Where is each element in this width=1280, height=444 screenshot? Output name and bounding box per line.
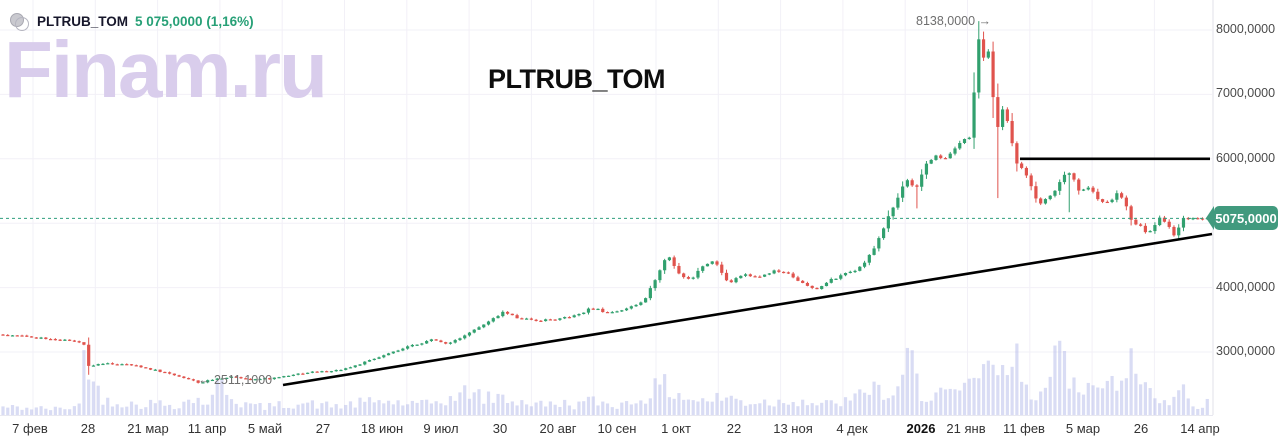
time-axis-label: 28: [80, 421, 96, 436]
time-axis-label: 5 май: [247, 421, 283, 436]
price-axis-label: 7000,0000: [1216, 86, 1276, 101]
instrument-ticker: PLTRUB_TOM: [37, 14, 128, 29]
time-axis-label: 11 фев: [1003, 421, 1045, 436]
chart-title: PLTRUB_TOM: [488, 64, 666, 94]
time-axis-label: 4 дек: [836, 421, 868, 436]
time-axis-label: 22: [726, 421, 742, 436]
price-axis-label: 6000,0000: [1216, 150, 1276, 165]
instrument-legend[interactable]: PLTRUB_TOM 5 075,0000 (1,16%): [10, 13, 254, 31]
instrument-quote: 5 075,0000 (1,16%): [135, 14, 254, 29]
low-price-annotation: ← 2511,1000: [198, 373, 273, 387]
time-axis-label: 9 июл: [423, 421, 459, 436]
time-axis-label: 13 ноя: [773, 421, 813, 436]
time-axis-label: 26: [1133, 421, 1149, 436]
time-axis-label: 21 янв: [946, 421, 986, 436]
time-axis-label: 20 авг: [539, 421, 577, 436]
time-axis-label: 14 апр: [1180, 421, 1220, 436]
time-axis-label: 7 фев: [12, 421, 48, 436]
finam-watermark: Finam.ru: [4, 25, 328, 114]
price-axis-label: 8000,0000: [1216, 22, 1276, 36]
time-axis-label: 11 апр: [187, 421, 227, 436]
ru-flag-coin-icon: [10, 13, 30, 31]
high-price-annotation: 8138,0000 →: [916, 14, 992, 28]
time-axis-label: 1 окт: [661, 421, 691, 436]
price-axis-label: 4000,0000: [1216, 279, 1276, 294]
time-axis-label: 5 мар: [1065, 421, 1101, 436]
support-trendline: [282, 232, 1213, 387]
price-axis-label: 3000,0000: [1216, 344, 1276, 358]
last-price-tag: 5075,0000: [1206, 206, 1278, 230]
time-axis-label: 2026: [906, 421, 936, 436]
time-axis-label: 30: [492, 421, 508, 436]
time-axis-label: 18 июн: [360, 421, 404, 436]
time-axis-label: 21 мар: [127, 421, 169, 436]
time-axis-label: 27: [315, 421, 331, 436]
time-axis-label: 10 сен: [597, 421, 637, 436]
